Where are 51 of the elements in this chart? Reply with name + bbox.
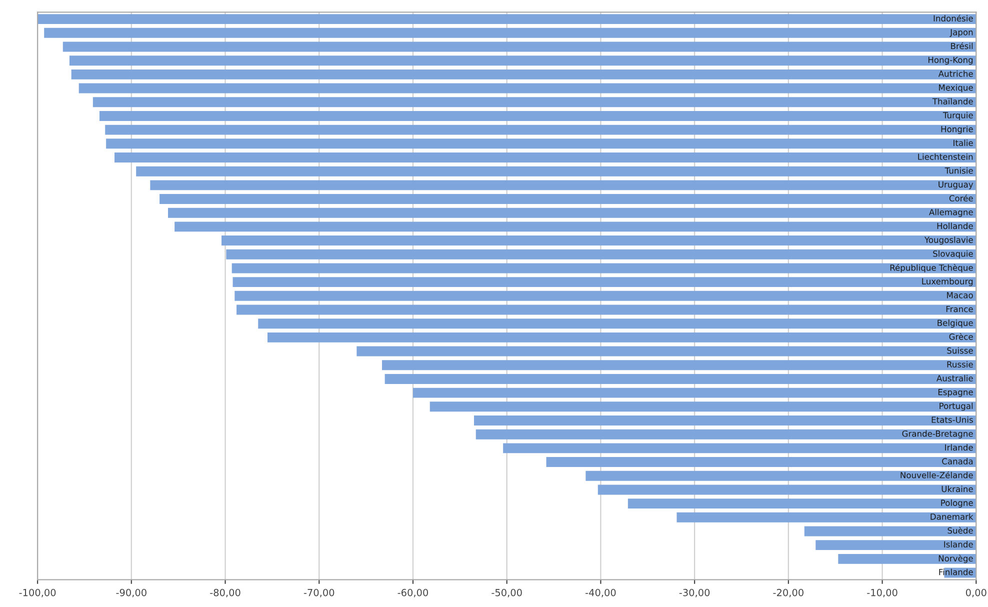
y-tick-label: Grande-Bretagne — [902, 430, 973, 438]
y-tick-label: Portugal — [940, 402, 973, 411]
y-tick-label: Italie — [954, 140, 973, 146]
y-tick-label: Japon — [950, 29, 973, 37]
y-tick-label: Hollande — [937, 222, 973, 230]
y-tick-label: Etats-Unis — [932, 416, 973, 423]
y-tick-label: Danemark — [930, 513, 974, 520]
x-tick-label: -100,00 — [19, 588, 56, 598]
y-tick-label: Suède — [948, 526, 973, 534]
y-tick-label: Canada — [942, 458, 973, 464]
x-tick-label: -10,00 — [867, 588, 898, 598]
y-tick-label: Luxembourg — [922, 278, 973, 286]
x-tick-label: -60,00 — [398, 588, 428, 598]
y-tick-label: Ukraine — [942, 486, 973, 492]
y-tick-label: Russie — [947, 361, 973, 368]
x-tick-label: -30,00 — [679, 588, 710, 598]
y-tick-label: Pologne — [941, 500, 973, 508]
y-tick-label: Irlande — [945, 444, 973, 451]
x-tick-label: -50,00 — [492, 588, 522, 598]
x-tick-label: -80,00 — [210, 588, 240, 598]
x-tick-label: 0,00 — [966, 588, 986, 598]
y-tick-label: Australie — [936, 374, 973, 382]
y-tick-label: Brésil — [951, 42, 973, 50]
y-tick-label: Autriche — [938, 70, 973, 77]
y-tick-label: Turquie — [942, 112, 973, 120]
y-tick-label: Nouvelle-Zélande — [900, 472, 973, 478]
y-tick-label: Uruguay — [938, 181, 974, 190]
y-tick-label: Hong-Kong — [928, 56, 973, 65]
x-tick-label: -90,00 — [116, 588, 146, 598]
x-tick-label: -70,00 — [304, 588, 334, 598]
y-tick-label: Suisse — [947, 347, 973, 354]
y-tick-label: Belgique — [938, 320, 973, 328]
y-tick-label: Hongrie — [941, 126, 973, 134]
y-tick-label: Norvège — [938, 554, 973, 564]
x-tick-label: -40,00 — [586, 588, 616, 598]
y-tick-label: Grèce — [949, 333, 973, 340]
y-tick-label: Islande — [944, 541, 973, 548]
y-tick-label: Espagne — [938, 389, 973, 397]
y-tick-label: Indonésie — [934, 14, 973, 22]
y-tick-label: Thaïlande — [932, 98, 973, 105]
y-tick-label: Yougoslavie — [924, 236, 973, 245]
y-tick-label: France — [946, 306, 973, 312]
y-tick-label: Liechtenstein — [918, 153, 973, 160]
y-tick-label: Corée — [949, 194, 973, 202]
y-tick-label: Allemagne — [929, 208, 973, 217]
y-tick-label: Tunisie — [944, 167, 973, 174]
x-tick-label: -20,00 — [773, 588, 804, 598]
y-tick-label: République Tchèque — [890, 264, 973, 272]
y-tick-label: Slovaquie — [933, 250, 973, 258]
y-tick-label: Mexique — [939, 84, 973, 92]
y-tick-label: Macao — [947, 292, 973, 298]
